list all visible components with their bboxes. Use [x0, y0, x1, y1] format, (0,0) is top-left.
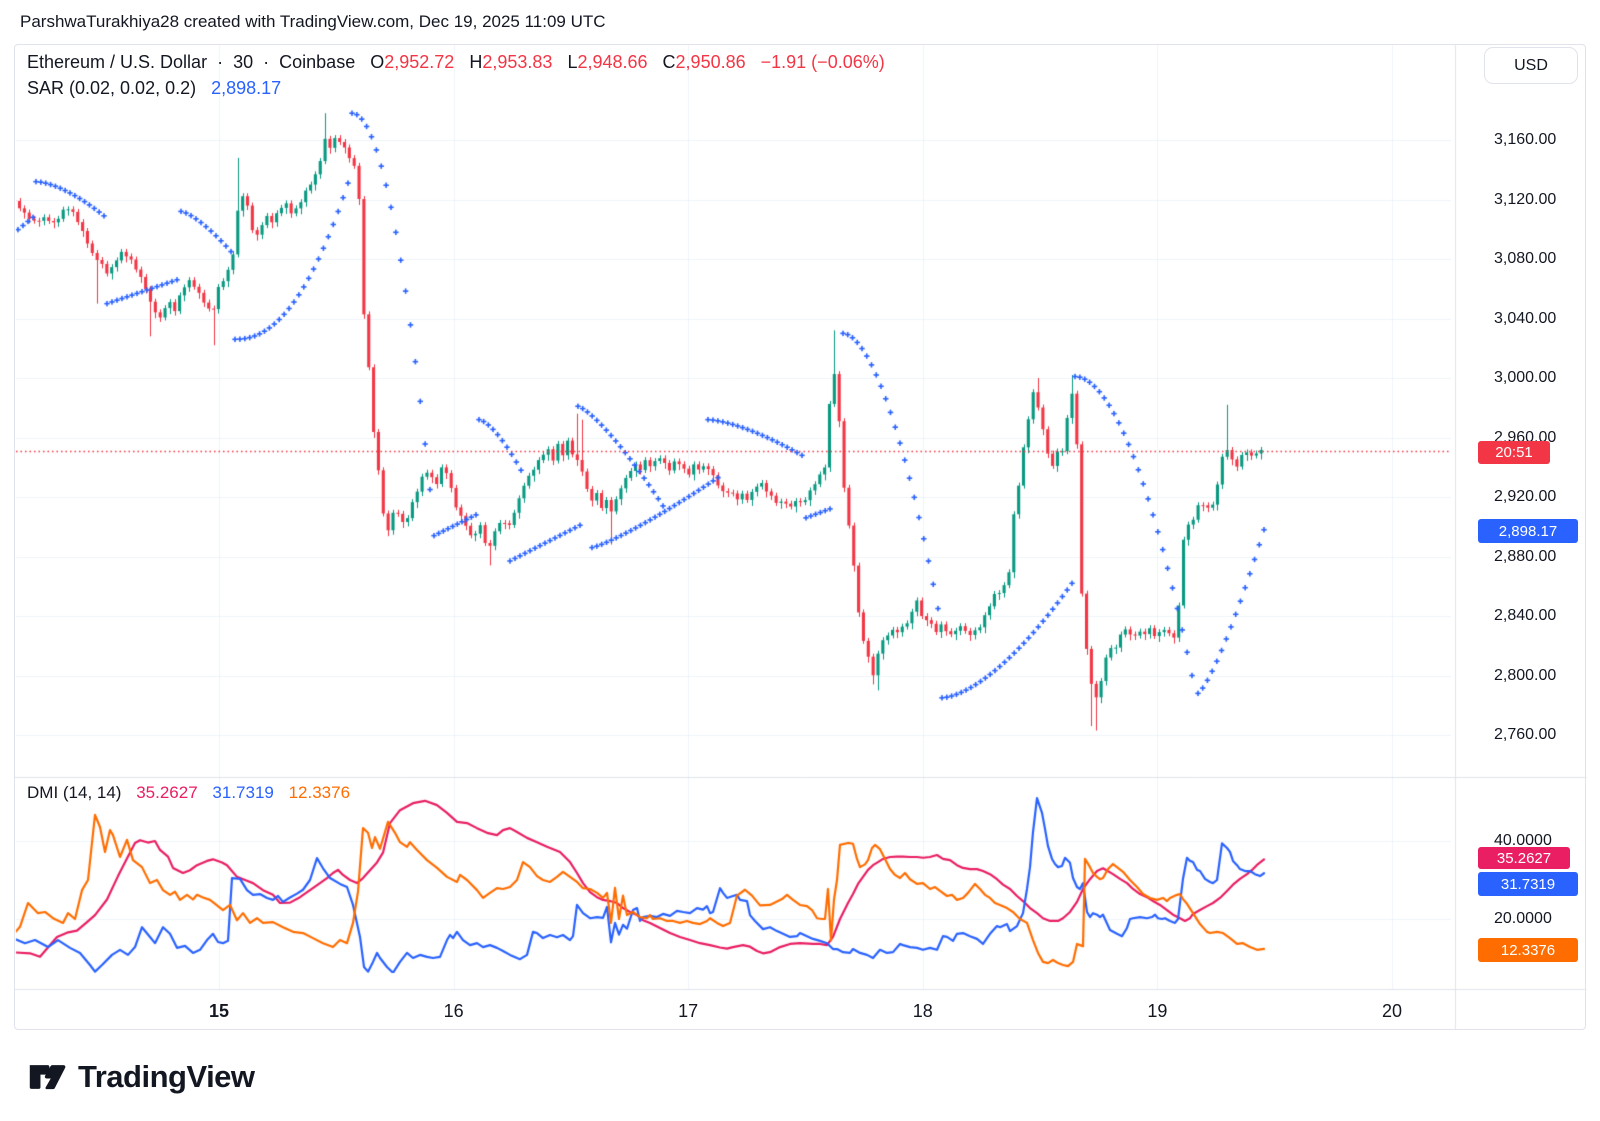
sar-legend: SAR (0.02, 0.02, 0.2) 2,898.17: [27, 78, 281, 99]
low-value: 2,948.66: [577, 52, 648, 72]
time-axis-label: 17: [678, 1001, 699, 1021]
time-axis-label: 20: [1381, 1001, 1403, 1021]
symbol-name: Ethereum / U.S. Dollar: [27, 52, 208, 72]
price-axis-label: 2,800.00: [1494, 666, 1557, 684]
adx-value-badge: 12.3376: [1478, 938, 1578, 962]
di-minus-value-badge: 31.7319: [1478, 872, 1578, 896]
sar-price-badge: 2,898.17: [1478, 519, 1578, 543]
price-axis-label: 3,040.00: [1494, 309, 1557, 327]
sar-label: SAR (0.02, 0.02, 0.2): [27, 78, 197, 98]
low-label: L: [567, 52, 578, 72]
price-axis-label: 3,000.00: [1494, 369, 1557, 386]
currency-toggle-button[interactable]: USD: [1484, 47, 1578, 84]
chart-card: [14, 44, 1586, 1030]
exchange-name: Coinbase: [279, 52, 356, 72]
time-axis-label: 18: [912, 1001, 933, 1021]
tradingview-logo[interactable]: TradingView: [28, 1058, 255, 1096]
sar-value: 2,898.17: [211, 78, 282, 98]
dmi-label: DMI (14, 14): [27, 783, 122, 802]
indicator-axis-label: 20.0000: [1494, 910, 1552, 927]
price-axis-label: 2,760.00: [1494, 726, 1557, 743]
change-value: −1.91 (−0.06%): [760, 52, 885, 72]
high-value: 2,953.83: [482, 52, 553, 72]
price-axis-label: 2,920.00: [1494, 488, 1557, 505]
time-axis-label: 16: [443, 1001, 464, 1021]
snapshot-attribution: ParshwaTurakhiya28 created with TradingV…: [20, 12, 606, 31]
adx-value: 12.3376: [288, 783, 351, 802]
high-label: H: [469, 52, 483, 72]
legend-separator: ·: [217, 52, 224, 72]
symbol-legend: Ethereum / U.S. Dollar · 30 · Coinbase O…: [27, 52, 885, 73]
di-minus-value: 31.7319: [212, 783, 274, 802]
dmi-legend: DMI (14, 14) 35.2627 31.7319 12.3376: [27, 783, 350, 803]
di-plus-value-badge: 35.2627: [1478, 847, 1570, 869]
close-value: 2,950.86: [675, 52, 746, 72]
bar-countdown-badge: 20:51: [1478, 441, 1550, 464]
di-plus-value: 35.2627: [136, 783, 198, 802]
time-axis-label: 15: [208, 1001, 230, 1021]
price-axis-label: 3,120.00: [1494, 190, 1557, 208]
price-axis-label: 2,840.00: [1494, 607, 1557, 624]
legend-separator: ·: [263, 52, 270, 72]
open-value: 2,952.72: [384, 52, 455, 72]
price-axis-label: 3,080.00: [1494, 250, 1557, 267]
interval-value: 30: [233, 52, 254, 72]
open-label: O: [370, 52, 385, 72]
indicator-axis-label: 40.0000: [1494, 832, 1552, 849]
time-axis-label: 19: [1147, 1001, 1168, 1021]
tradingview-logo-icon: [29, 1065, 66, 1090]
tradingview-logo-text: TradingView: [78, 1059, 255, 1094]
price-axis-label: 3,160.00: [1494, 131, 1557, 148]
price-axis-label: 2,880.00: [1494, 547, 1557, 565]
close-label: C: [662, 52, 676, 72]
